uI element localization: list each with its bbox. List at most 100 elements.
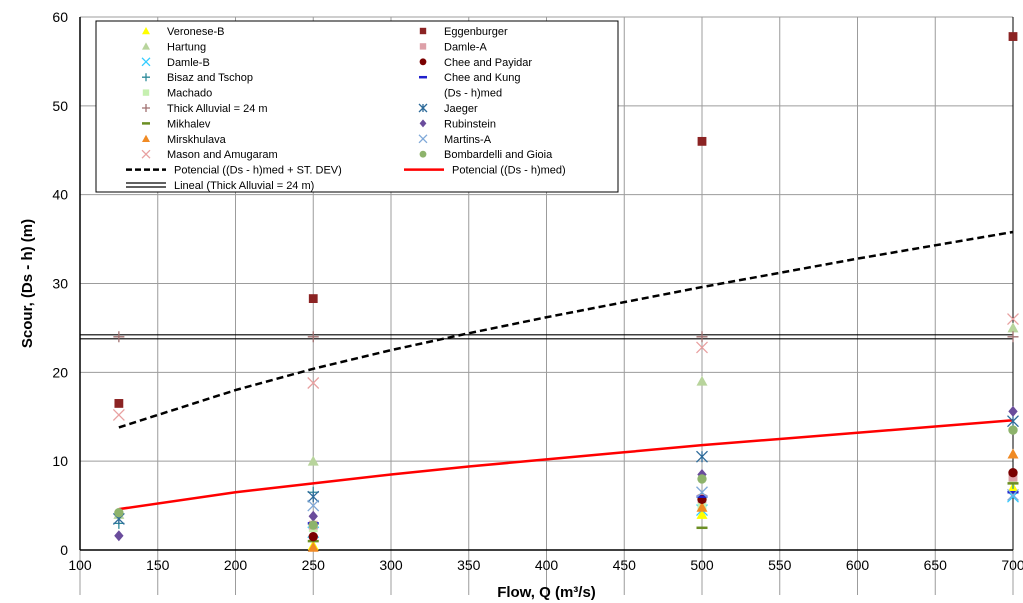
y-tick-label: 0 [60,542,68,558]
point-mason-and-amugaram [1007,313,1019,325]
y-tick-label: 30 [52,276,68,292]
legend-label-mason-and-amugaram: Mason and Amugaram [167,149,278,161]
point-thick-alluvial-24-m [307,331,319,343]
legend-marker-martins-a [418,134,428,144]
trend-lines [80,230,1014,511]
mean-plus-stdev-line [118,230,1014,429]
point-thick-alluvial-24-m [1007,331,1019,343]
x-tick-label: 100 [68,557,92,573]
point-thick-alluvial-24-m [696,331,708,343]
legend-marker-thick-alluvial-24-m [142,104,150,112]
point-eggenburger [114,399,124,408]
x-axis-title: Flow, Q (m³/s) [497,584,596,601]
legend-marker-chee-and-payidar [419,58,427,66]
legend-label-chee-and-kung: Chee and Kung [444,72,520,84]
legend-label-mean-fit: Potencial ((Ds - h)med) [452,165,566,177]
point-veronese-b [696,508,708,519]
point-jaeger [307,490,320,503]
legend-marker-jaeger [418,103,428,113]
legend-marker-bombardelli-and-gioia [419,150,427,158]
point-rubinstein [1008,405,1018,417]
point-eggenburger [308,294,318,304]
y-tick-label: 20 [52,364,68,380]
point-rubinstein [114,530,124,542]
legend-label-mikhalev: Mikhalev [167,118,211,130]
legend-label-damle-b: Damle-B [167,57,210,69]
x-tick-label: 250 [302,557,326,573]
legend-label-bombardelli-and-gioia: Bombardelli and Gioia [444,149,553,161]
point-mason-and-amugaram [112,409,125,421]
x-tick-label: 500 [690,557,714,573]
legend-marker-damle-a [419,43,427,50]
x-tick-label: 700 [1001,557,1023,573]
y-axis-title: Scour, (Ds - h) (m) [19,219,36,348]
legend-marker-hartung [142,42,150,50]
x-tick-label: 550 [768,557,792,573]
legend-label-ds-h-med: (Ds - h)med [444,88,502,100]
legend-label-machado: Machado [167,88,212,100]
legend-marker-bisaz-and-tschop [142,73,150,82]
legend-marker-damle-b [141,57,151,67]
x-tick-label: 350 [457,557,481,573]
point-martins-a [696,486,708,499]
y-tick-label: 10 [52,453,68,469]
point-bombardelli-and-gioia [308,520,318,530]
legend: Veronese-B Hartung Damle-B Bisaz and Tschop… [95,20,619,193]
point-hartung [1007,322,1019,333]
legend-label-jaeger: Jaeger [444,103,478,115]
legend-box [95,20,619,193]
point-mason-and-amugaram [696,341,708,354]
x-tick-label: 600 [846,557,870,573]
legend-label-chee-and-payidar: Chee and Payidar [444,57,532,69]
point-mirskhulava [1007,448,1019,459]
y-tick-label: 40 [52,187,68,203]
point-bombardelli-and-gioia [114,508,124,518]
legend-marker-mirskhulava [142,134,150,142]
point-chee-and-payidar [1008,468,1018,478]
point-martins-a [1007,488,1019,501]
tick-labels: 100 150 200 250 300 350 400 450 500 550 600 650 700 0… [52,9,1023,573]
data-points [112,32,1019,552]
legend-label-veronese-b: Veronese-B [167,26,224,38]
x-tick-label: 300 [379,557,403,573]
legend-marker-veronese-b [142,27,150,35]
point-mirskhulava [307,541,319,552]
legend-marker-machado [142,89,150,96]
legend-label-martins-a: Martins-A [444,134,492,146]
point-hartung [307,455,319,466]
y-tick-label: 50 [52,98,68,114]
legend-label-thick-alluvial-24-m: Thick Alluvial = 24 m [167,103,268,115]
x-tick-label: 150 [146,557,170,573]
point-rubinstein [308,510,318,522]
axes [79,17,1014,551]
y-tick-label: 60 [52,9,68,25]
x-tick-label: 400 [535,557,559,573]
legend-label-mean-plus-stdev: Potencial ((Ds - h)med + ST. DEV) [174,165,342,177]
point-hartung [696,375,708,386]
legend-label-rubinstein: Rubinstein [444,118,496,130]
legend-label-hartung: Hartung [167,41,206,53]
legend-label-mirskhulava: Mirskhulava [167,134,227,146]
point-mason-and-amugaram [307,377,320,389]
point-jaeger [1007,415,1019,428]
legend-label-bisaz-and-tschop: Bisaz and Tschop [167,72,253,84]
point-eggenburger [1008,32,1018,41]
point-jaeger [696,450,708,463]
legend-marker-rubinstein [419,119,427,128]
x-tick-label: 450 [613,557,637,573]
point-bombardelli-and-gioia [1008,425,1018,435]
x-tick-label: 200 [224,557,248,573]
legend-marker-eggenburger [419,27,427,35]
point-martins-a [307,499,320,512]
legend-marker-mason-and-amugaram [141,149,151,159]
legend-label-eggenburger: Eggenburger [444,26,508,38]
point-bombardelli-and-gioia [697,474,707,484]
point-chee-and-payidar [308,532,318,542]
point-mirskhulava [696,501,708,512]
legend-label-thick-alluvial: Lineal (Thick Alluvial = 24 m) [174,180,314,192]
mean-fit-line [118,419,1014,511]
point-thick-alluvial-24-m [113,331,125,343]
point-eggenburger [697,136,707,146]
x-tick-label: 650 [924,557,948,573]
